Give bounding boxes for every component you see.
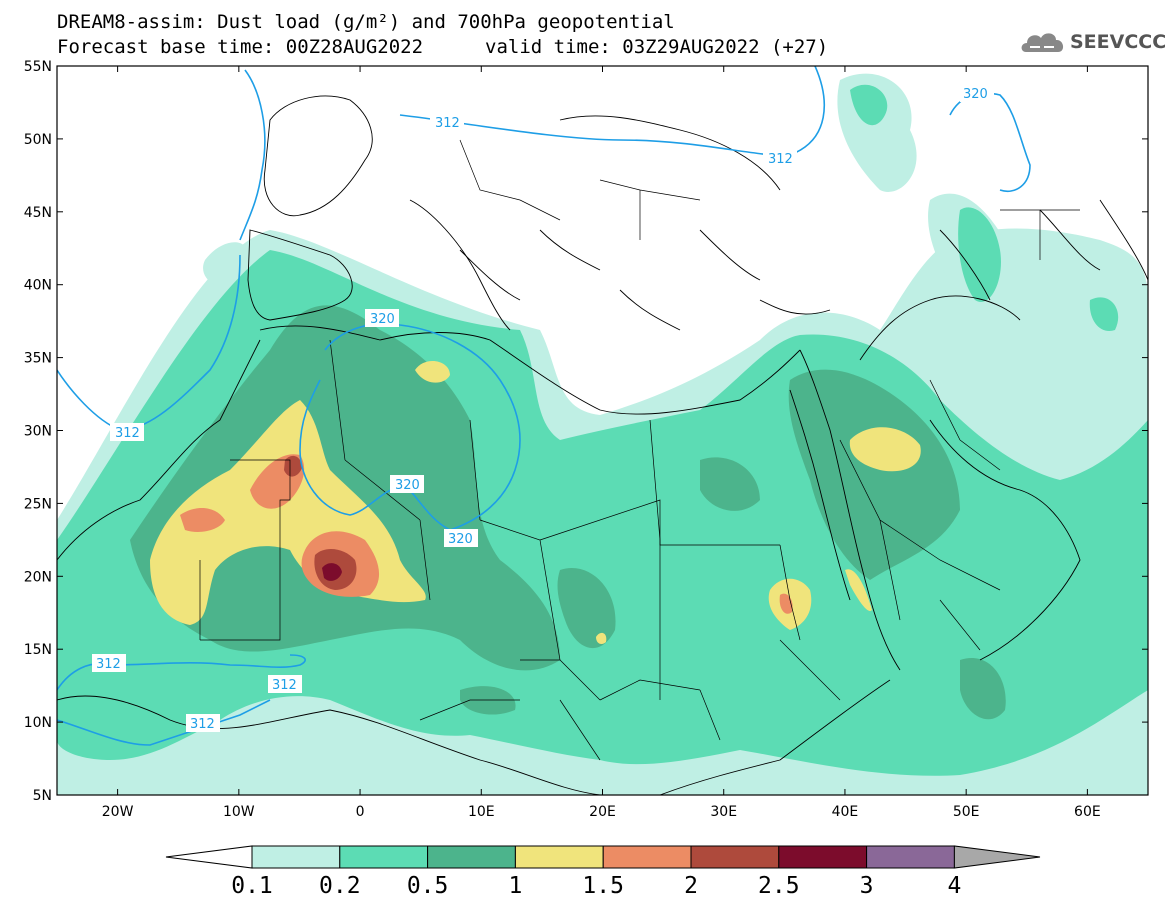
lat-tick-label: 15N — [24, 642, 52, 658]
contour-label: 312 — [272, 678, 297, 693]
latitude-axis: 55N 50N 45N 40N 35N 30N 25N 20N 15N 10N 5N — [24, 59, 1148, 804]
dust-level-0-2-north — [850, 84, 1119, 331]
contour-label: 312 — [96, 657, 121, 672]
colorbar-swatch — [778, 845, 868, 869]
lat-tick-label: 35N — [24, 351, 52, 367]
forecast-base-time: Forecast base time: 00Z28AUG2022 — [57, 36, 424, 58]
contour-label: 320 — [963, 87, 988, 102]
valid-time: valid time: 03Z29AUG2022 (+27) — [485, 36, 829, 58]
lon-tick-label: 10E — [468, 804, 495, 820]
colorbar-swatch — [690, 845, 780, 869]
colorbar-label: 2 — [684, 873, 698, 899]
colorbar-label: 0.5 — [407, 873, 449, 899]
colorbar-high-triangle — [953, 845, 1041, 869]
lat-tick-label: 55N — [24, 59, 52, 75]
map-title: DREAM8-assim: Dust load (g/m²) and 700hP… — [57, 11, 675, 33]
lon-tick-label: 30E — [710, 804, 737, 820]
lat-tick-label: 45N — [24, 205, 52, 221]
colorbar-label: 3 — [860, 873, 874, 899]
cloud-logo-icon — [1021, 33, 1064, 52]
lon-tick-label: 20W — [102, 804, 134, 820]
contour-320-northeast — [949, 92, 1031, 192]
geopotential-contours — [57, 66, 1031, 746]
lat-tick-label: 30N — [24, 424, 52, 440]
country-borders — [199, 139, 1080, 761]
colorbar-label: 2.5 — [758, 873, 800, 899]
contour-label: 312 — [768, 152, 793, 167]
colorbar-swatch — [251, 845, 341, 869]
contour-312-west — [57, 254, 241, 431]
lon-tick-label: 60E — [1074, 804, 1101, 820]
colorbar-low-triangle — [165, 845, 253, 869]
contour-312-north — [239, 66, 826, 241]
lat-tick-label: 50N — [24, 132, 52, 148]
dust-field — [57, 73, 1148, 795]
lon-tick-label: 40E — [832, 804, 859, 820]
contour-label: 312 — [190, 717, 215, 732]
colorbar-label: 4 — [947, 873, 961, 899]
dust-level-2-5 — [322, 563, 342, 581]
colorbar-swatch — [602, 845, 692, 869]
contour-320-main — [299, 322, 521, 531]
colorbar-label: 0.1 — [231, 873, 273, 899]
longitude-axis: 20W 10W 0 10E 20E 30E 40E 50E 60E — [102, 66, 1101, 820]
colorbar-swatch — [339, 845, 429, 869]
colorbar-label: 0.2 — [319, 873, 361, 899]
logo-text: SEEVCCC — [1070, 31, 1165, 53]
lon-tick-label: 0 — [356, 804, 365, 820]
contour-label: 320 — [370, 312, 395, 327]
dust-level-2 — [284, 455, 357, 590]
colorbar-swatch — [866, 845, 955, 869]
colorbar-swatch — [514, 845, 604, 869]
colorbar-label: 1.5 — [582, 873, 624, 899]
coastlines — [57, 95, 1148, 795]
contour-labels: 312 312 320 320 312 320 320 312 312 312 — [92, 84, 994, 732]
lat-tick-label: 25N — [24, 496, 52, 512]
colorbar-label: 1 — [508, 873, 522, 899]
colorbar-swatch — [427, 845, 516, 869]
contour-label: 320 — [395, 478, 420, 493]
contour-label: 312 — [115, 426, 140, 441]
lon-tick-label: 50E — [953, 804, 980, 820]
lat-tick-label: 20N — [24, 569, 52, 585]
lat-tick-label: 5N — [33, 788, 52, 804]
lat-tick-label: 40N — [24, 278, 52, 294]
lon-tick-label: 10W — [223, 804, 255, 820]
contour-label: 320 — [448, 532, 473, 547]
colorbar: 0.1 0.2 0.5 1 1.5 2 2.5 3 4 — [165, 845, 1041, 899]
lat-tick-label: 10N — [24, 715, 52, 731]
lon-tick-label: 20E — [589, 804, 616, 820]
contour-label: 312 — [435, 116, 460, 131]
